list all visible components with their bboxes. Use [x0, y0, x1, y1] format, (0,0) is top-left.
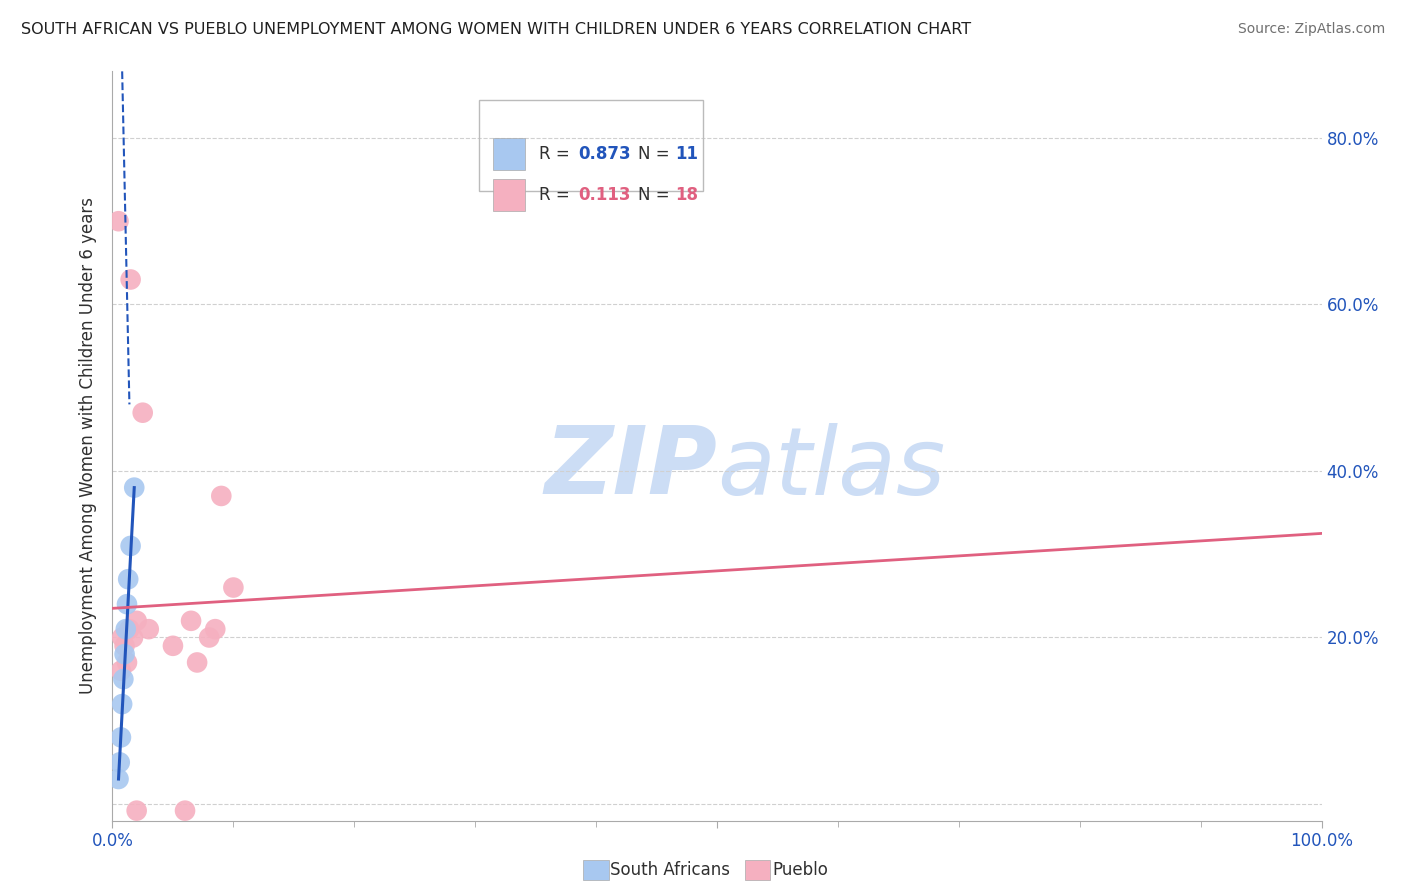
Text: R =: R =	[540, 186, 575, 204]
Text: Pueblo: Pueblo	[772, 861, 828, 879]
Point	[122, 631, 145, 645]
FancyBboxPatch shape	[494, 138, 524, 169]
Point	[108, 756, 131, 770]
FancyBboxPatch shape	[494, 179, 524, 211]
Text: 0.113: 0.113	[578, 186, 630, 204]
Text: N =: N =	[638, 145, 675, 163]
Point	[186, 656, 208, 670]
Point	[138, 622, 160, 636]
Point	[120, 539, 142, 553]
Point	[107, 772, 129, 786]
Text: R =: R =	[540, 145, 575, 163]
Point	[125, 614, 148, 628]
Point	[118, 622, 141, 636]
Point	[198, 631, 221, 645]
Point	[204, 622, 226, 636]
Point	[117, 572, 139, 586]
Text: N =: N =	[638, 186, 675, 204]
Text: South Africans: South Africans	[610, 861, 730, 879]
Point	[174, 804, 197, 818]
Point	[162, 639, 184, 653]
Text: ZIP: ZIP	[544, 423, 717, 515]
Point	[115, 656, 138, 670]
Point	[115, 597, 138, 611]
Point	[107, 214, 129, 228]
Text: SOUTH AFRICAN VS PUEBLO UNEMPLOYMENT AMONG WOMEN WITH CHILDREN UNDER 6 YEARS COR: SOUTH AFRICAN VS PUEBLO UNEMPLOYMENT AMO…	[21, 22, 972, 37]
Point	[222, 581, 245, 595]
Text: 0.873: 0.873	[578, 145, 631, 163]
FancyBboxPatch shape	[583, 860, 609, 880]
Point	[125, 804, 148, 818]
Point	[180, 614, 202, 628]
FancyBboxPatch shape	[745, 860, 770, 880]
Point	[110, 664, 132, 678]
Point	[114, 622, 136, 636]
Text: atlas: atlas	[717, 423, 945, 514]
Point	[114, 639, 136, 653]
Point	[120, 272, 142, 286]
Point	[110, 731, 132, 745]
Point	[132, 406, 155, 420]
Bar	[479, 100, 703, 191]
Text: Source: ZipAtlas.com: Source: ZipAtlas.com	[1237, 22, 1385, 37]
Point	[111, 631, 134, 645]
Point	[112, 672, 135, 686]
Point	[122, 481, 145, 495]
Point	[114, 647, 136, 661]
Text: 11: 11	[675, 145, 697, 163]
Text: 18: 18	[675, 186, 697, 204]
Point	[209, 489, 232, 503]
Point	[111, 697, 134, 711]
Y-axis label: Unemployment Among Women with Children Under 6 years: Unemployment Among Women with Children U…	[79, 197, 97, 695]
